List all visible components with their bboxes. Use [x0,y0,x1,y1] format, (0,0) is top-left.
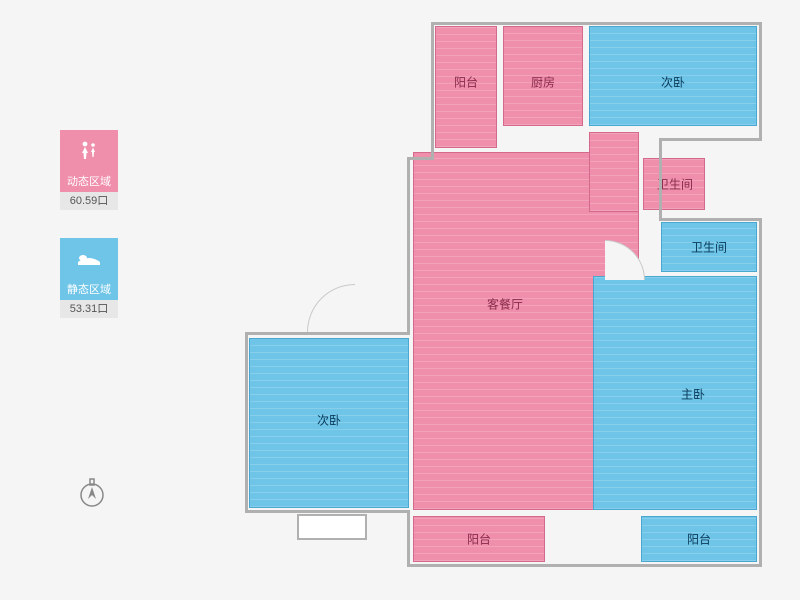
wall-segment [759,218,762,566]
legend-active-value: 60.59口 [60,192,118,210]
legend-active-block: 动态区域 60.59口 [60,130,118,210]
wall-segment [245,510,410,513]
room-label-bedroom-sw: 次卧 [317,412,341,429]
legend-active-label: 动态区域 [60,172,118,192]
bed-icon [76,250,102,268]
wall-segment [245,332,410,335]
wall-segment [659,138,762,141]
wall-segment [407,157,434,160]
wall-segment [659,218,762,221]
room-living-ext [589,132,639,212]
wall-segment [407,510,410,566]
people-icon [77,139,101,163]
wall-segment [431,22,761,25]
wall-segment [407,157,410,332]
room-label-balcony-sl: 阳台 [467,531,491,548]
legend-static-block: 静态区域 53.31口 [60,238,118,318]
room-label-living: 客餐厅 [487,296,523,313]
room-label-balcony-sr: 阳台 [687,531,711,548]
legend-static-label: 静态区域 [60,280,118,300]
legend-active-icon-box [60,130,118,172]
room-label-bath2: 卫生间 [691,239,727,256]
wall-segment [431,22,434,157]
wall-segment [407,564,762,567]
compass-icon [75,475,109,514]
wall-segment [759,22,762,138]
wall-segment [659,138,662,218]
legend-static-icon-box [60,238,118,280]
floor-plan: 阳台厨房次卧卫生间卫生间客餐厅次卧主卧阳台阳台 [245,22,765,570]
legend: 动态区域 60.59口 静态区域 53.31口 [60,130,118,346]
room-label-bath1: 卫生间 [657,176,693,193]
room-label-bedroom-nw: 次卧 [661,74,685,91]
wall-segment [245,332,248,512]
balcony-notch [297,514,367,540]
room-label-master: 主卧 [681,386,705,403]
room-master [593,276,757,510]
room-label-kitchen: 厨房 [531,74,555,91]
room-label-balcony-top: 阳台 [454,74,478,91]
legend-static-value: 53.31口 [60,300,118,318]
